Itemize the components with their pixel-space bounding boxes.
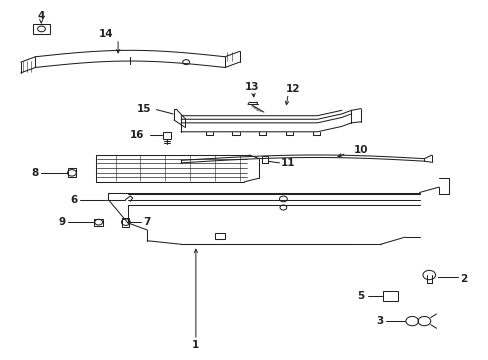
Bar	[68, 168, 76, 177]
Text: 10: 10	[353, 145, 367, 155]
Text: 11: 11	[281, 158, 295, 168]
Text: 12: 12	[285, 84, 300, 94]
Text: 6: 6	[71, 195, 78, 204]
Text: 13: 13	[244, 82, 259, 92]
Bar	[33, 24, 50, 33]
Bar	[215, 233, 224, 239]
Text: 3: 3	[375, 316, 383, 326]
Text: 15: 15	[136, 104, 151, 113]
Text: 16: 16	[130, 130, 144, 140]
Text: 8: 8	[32, 168, 39, 178]
Bar	[94, 219, 103, 226]
Bar	[382, 292, 397, 301]
Text: 14: 14	[99, 28, 113, 39]
Text: 1: 1	[192, 340, 199, 350]
Text: 9: 9	[59, 217, 65, 227]
Text: 4: 4	[38, 11, 45, 21]
Text: 2: 2	[459, 274, 466, 284]
Bar	[122, 217, 129, 227]
Text: 5: 5	[357, 291, 364, 301]
Bar	[163, 132, 170, 139]
Text: 7: 7	[143, 217, 151, 227]
